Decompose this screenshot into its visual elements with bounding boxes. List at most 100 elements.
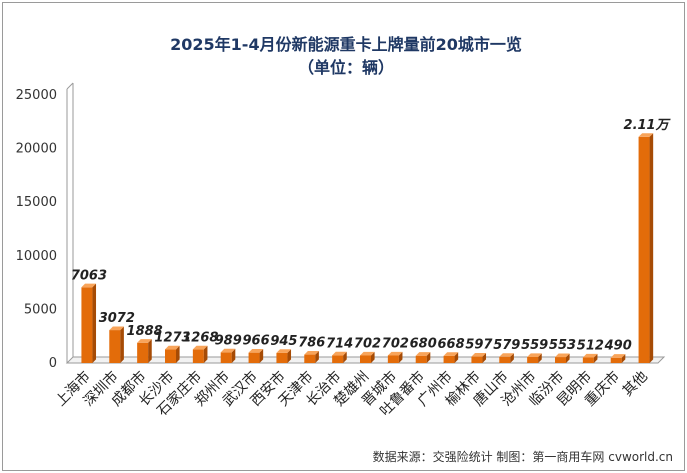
bars-group [81,133,654,363]
bar [415,352,431,363]
bar-side [231,348,236,363]
y-tick-label: 15000 [16,195,57,210]
bar-side [120,326,124,363]
source-note: 数据来源：交强险统计 制图：第一商用车网 cvworld.cn [373,449,673,464]
value-label: 714 [326,336,353,351]
value-label: 597 [465,338,493,353]
bar-top [332,351,347,356]
bar-top [499,353,514,357]
bar-top [387,351,403,356]
bar-front [443,355,455,363]
bar-top [360,351,375,356]
bar [165,345,180,363]
bar [332,351,347,363]
value-label: 945 [270,334,297,349]
bar-top [582,353,598,358]
bar-top [165,345,180,350]
chart-title: 2025年1-4月份新能源重卡上牌量前20城市一览 [170,35,522,54]
y-tick-label: 20000 [16,142,57,157]
bar-side [203,345,208,363]
bar-side [315,350,319,363]
bar-front [555,357,566,363]
value-label: 579 [493,338,520,353]
y-axis: 0 5000 10000 15000 20000 25000 [16,82,74,371]
value-label: 786 [298,336,325,351]
value-label: 989 [215,333,242,348]
bar-side [621,354,626,363]
value-label: 680 [410,337,437,352]
bar-side [482,353,487,363]
bar [638,133,654,363]
bar-side [343,351,347,363]
bar-side [148,339,152,363]
bar-front [360,355,371,363]
y-tick-label: 10000 [16,249,57,264]
bar [610,354,626,363]
bar-top [415,352,431,356]
bar [471,353,487,363]
bar-chart: 2025年1-4月份新能源重卡上牌量前20城市一览 （单位：辆） 0 5000 10… [16,35,673,464]
bar-side [92,283,97,363]
y-tick-label: 5000 [24,302,57,317]
value-label: 668 [438,337,465,352]
y-tick-label: 0 [49,356,57,371]
bar-top [638,133,654,137]
category-labels-group: 上海市深圳市成都市长沙市石家庄市郑州市武汉市西安市天津市长治市楚雄州晋城市吐鲁番… [52,368,651,420]
bar [137,339,152,363]
bar-top [610,354,626,358]
bar-top [81,283,97,288]
bar [192,345,208,363]
bar [248,349,264,363]
bar-top [443,352,459,356]
bar [109,326,124,363]
bar-front [610,357,622,363]
value-label: 553 [549,338,576,353]
y-tick-label: 25000 [16,88,57,103]
bar-side [454,352,459,363]
bar [443,352,459,363]
bar-front [109,330,121,363]
bar [81,283,97,363]
bar-front [499,356,511,363]
bar-side [176,345,180,363]
category-label: 其他 [620,369,651,400]
value-label: 490 [604,339,632,354]
bar-top [471,353,487,357]
value-label: 966 [243,334,270,349]
bar-side [398,351,403,363]
bar-front [387,355,399,363]
bar-front [276,352,288,363]
bar-front [527,357,539,363]
bar-side [538,353,542,363]
bar-side [371,351,375,363]
value-label: 702 [382,336,409,351]
bar-top [276,349,292,353]
bar-top [220,348,236,353]
bar-front [220,352,232,363]
y-axis-top-edge [66,82,74,90]
bar-front [582,357,594,363]
bar [360,351,375,363]
bar-side [510,353,514,363]
bar-side [426,352,431,363]
bar [387,351,403,363]
bar-front [304,354,316,363]
chart-subtitle: （单位：辆） [298,58,394,77]
bar-top [192,345,208,350]
bar-top [304,350,319,355]
value-label: 1273 [154,330,190,345]
bar-front [471,356,483,363]
bar-front [332,355,344,363]
bar-front [137,342,149,363]
bar-top [137,339,152,343]
bar [220,348,236,363]
bar-side [649,133,654,363]
value-label: 2.11万 [624,118,672,133]
bar-side [259,349,264,363]
bar-front [248,352,260,363]
bar-top [109,326,124,331]
value-label: 3072 [99,311,135,326]
bar [304,350,319,363]
